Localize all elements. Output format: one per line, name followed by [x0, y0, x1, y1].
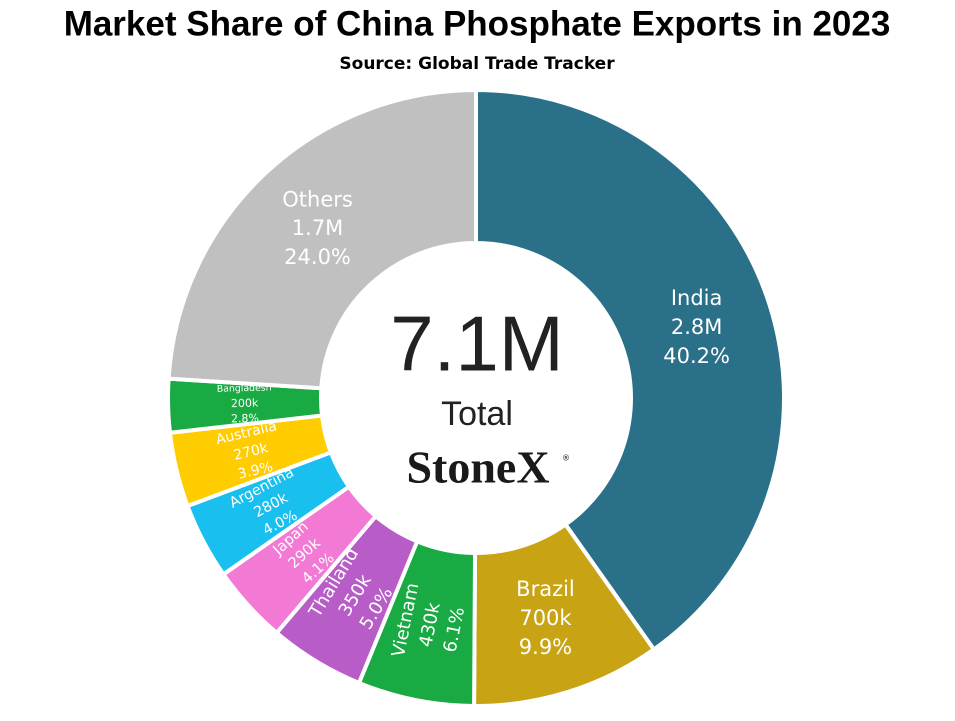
slice-label-line: 9.9%: [519, 635, 572, 659]
slice-label-line: 2.8%: [231, 412, 259, 426]
slice: [166, 87, 478, 391]
slice: [474, 87, 786, 653]
slice-label-line: 200k: [231, 396, 259, 410]
logo: StoneX: [406, 442, 549, 493]
slice-label-line: 24.0%: [284, 245, 351, 269]
slice-label-line: Brazil: [516, 577, 575, 601]
slice-label-line: 700k: [519, 606, 572, 630]
donut: India 2.8M 40.2% Brazil 700k 9.9% Vietnam430k6…: [166, 87, 786, 709]
chart-title: Market Share of China Phosphate Exports …: [64, 4, 891, 43]
slice-label-line: Others: [282, 187, 353, 211]
logo-mark: ®: [562, 454, 570, 463]
total-caption: Total: [441, 395, 513, 433]
slice-label: Brazil 700k 9.9%: [516, 577, 575, 659]
slice-label: Others 1.7M 24.0%: [282, 187, 353, 269]
slice-label-line: 1.7M: [292, 216, 344, 240]
slice-label-line: India: [671, 286, 723, 310]
chart-subtitle: Source: Global Trade Tracker: [339, 54, 615, 74]
slice-label-line: 2.8M: [671, 315, 723, 339]
slice-label-line: 40.2%: [663, 344, 730, 368]
total-value: 7.1M: [390, 300, 563, 388]
slice-label: India 2.8M 40.2%: [663, 286, 730, 368]
